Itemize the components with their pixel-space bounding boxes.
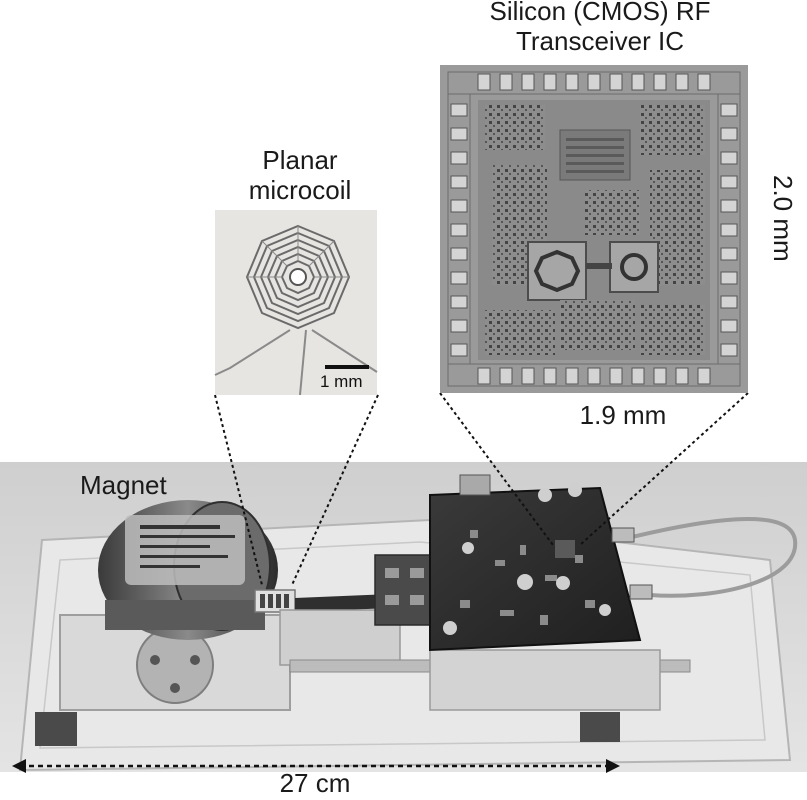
coil-scale-label: 1 mm bbox=[320, 372, 363, 391]
microcoil-title: Planar microcoil bbox=[205, 145, 395, 205]
chip-height-text: 2.0 mm bbox=[768, 175, 798, 262]
setup-photo bbox=[0, 462, 807, 772]
chip-title: Silicon (CMOS) RF Transceiver IC bbox=[420, 0, 780, 56]
microcoil-inset bbox=[214, 210, 378, 396]
zoom-lines bbox=[214, 392, 749, 586]
chip-width-label: 1.9 mm bbox=[579, 400, 667, 430]
chip-title-line2: Transceiver IC bbox=[515, 26, 685, 56]
magnet-label: Magnet bbox=[80, 470, 167, 500]
length-dimension bbox=[12, 759, 620, 773]
scale-bar bbox=[325, 365, 369, 369]
microcoil-title-line1: Planar bbox=[262, 145, 338, 175]
chip-height-label: 2.0 mm bbox=[750, 175, 807, 295]
setup-length-label: 27 cm bbox=[279, 768, 351, 798]
pcb-board bbox=[429, 474, 642, 652]
chip-title-line1: Silicon (CMOS) RF bbox=[489, 0, 711, 26]
magnet-device bbox=[98, 500, 278, 640]
microcoil-title-line2: microcoil bbox=[248, 175, 352, 205]
chip-inset bbox=[440, 65, 748, 393]
